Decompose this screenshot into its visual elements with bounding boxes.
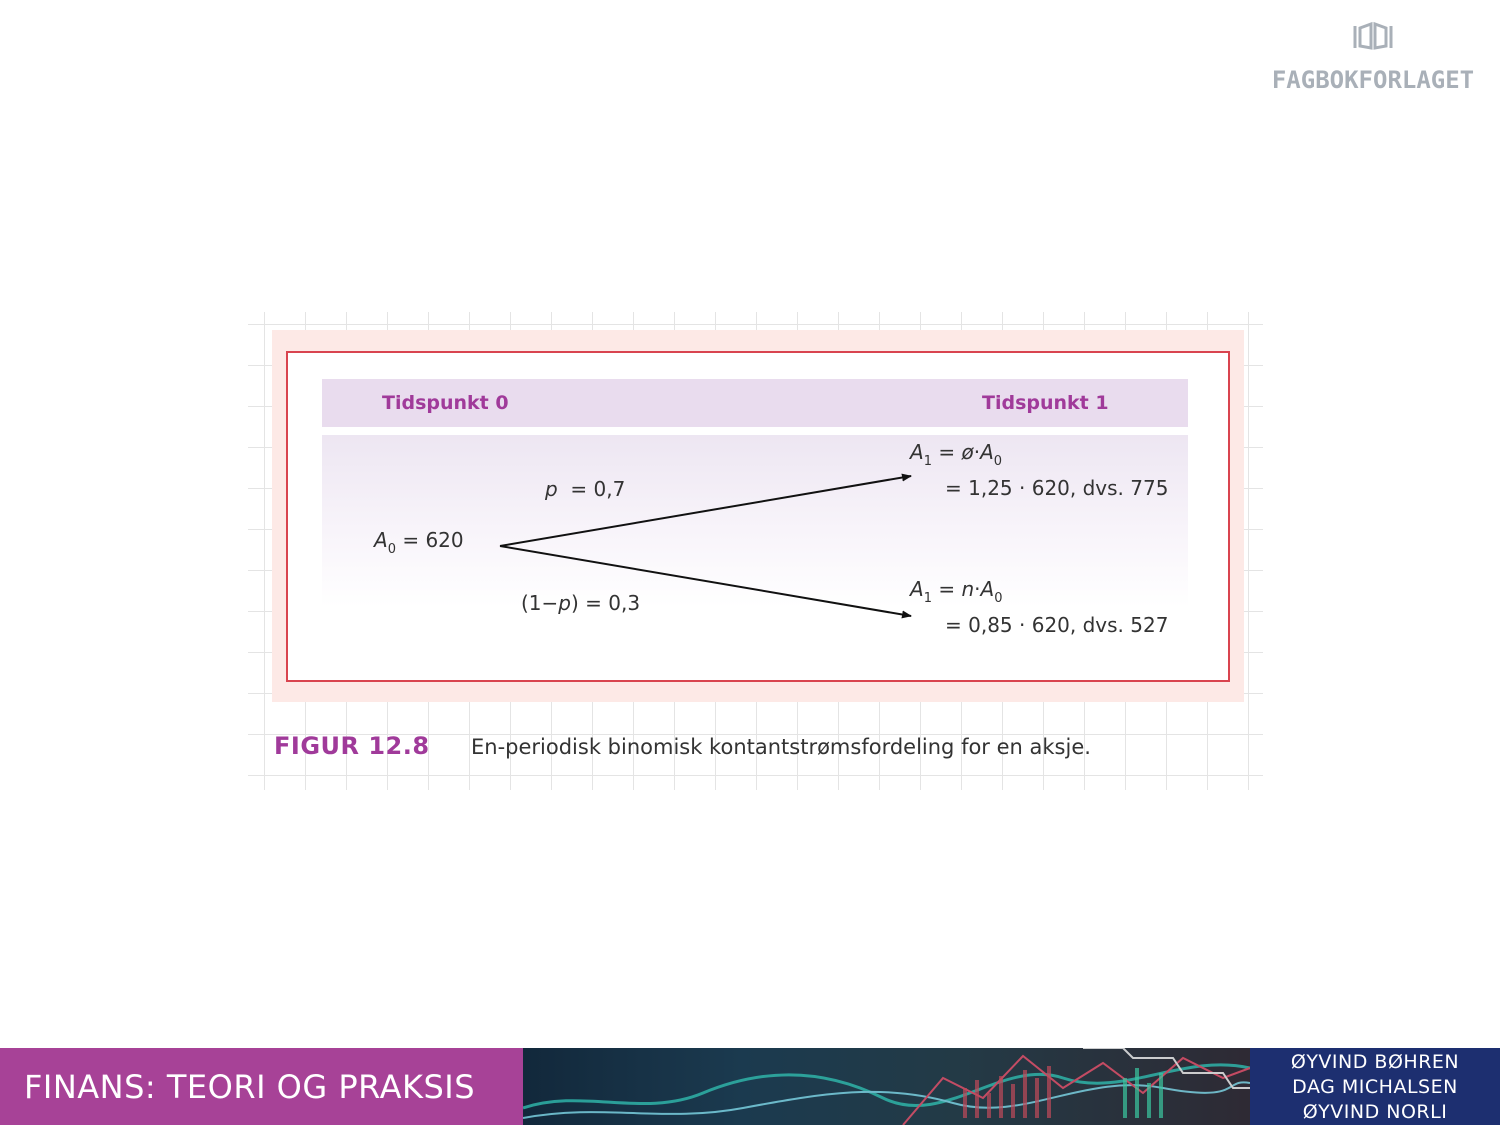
timeline-header: Tidspunkt 0 Tidspunkt 1	[322, 379, 1188, 427]
author-name: ØYVIND BØHREN	[1290, 1051, 1460, 1073]
book-title: FINANS: TEORI OG PRAKSIS	[24, 1068, 475, 1106]
author-name: ØYVIND NORLI	[1302, 1101, 1448, 1123]
publisher-name: FAGBOKFORLAGET	[1271, 66, 1475, 94]
figure-panel: Tidspunkt 0 Tidspunkt 1 A0 = 620	[272, 330, 1244, 702]
down-outcome-value: = 0,85 · 620, dvs. 527	[945, 613, 1168, 637]
down-branch-arrow	[499, 545, 912, 619]
tree-background	[322, 435, 1188, 607]
footer-banner: FINANS: TEORI OG PRAKSIS ØYVIND BØHREN	[0, 1048, 1500, 1125]
author-list: ØYVIND BØHREN DAG MICHALSEN ØYVIND NORLI	[1250, 1048, 1500, 1125]
figure-number: FIGUR 12.8	[274, 732, 430, 760]
root-value: A0 = 620	[372, 528, 464, 557]
author-name: DAG MICHALSEN	[1292, 1076, 1458, 1098]
time-1-label: Tidspunkt 1	[982, 392, 1109, 414]
book-title-block: FINANS: TEORI OG PRAKSIS	[0, 1048, 523, 1125]
up-branch-arrow	[499, 473, 912, 547]
up-outcome-formula: A1 = ø·A0	[908, 440, 1002, 469]
up-outcome-value: = 1,25 · 620, dvs. 775	[945, 476, 1168, 500]
open-book-icon	[1353, 21, 1393, 50]
up-probability: p = 0,7	[544, 477, 625, 501]
figure-12-8: Tidspunkt 0 Tidspunkt 1 A0 = 620	[248, 312, 1263, 790]
publisher-logo: FAGBOKFORLAGET	[1262, 20, 1484, 100]
figure-caption: En-periodisk binomisk kontantstrømsforde…	[471, 735, 1091, 759]
binomial-tree: A0 = 620 p = 0,7 (1−p) = 0,3 A1 = ø·A0 =	[372, 440, 1168, 637]
market-chart-image	[523, 1048, 1250, 1125]
stock-chart-graphic	[523, 1048, 1250, 1125]
down-probability: (1−p) = 0,3	[521, 591, 640, 615]
time-0-label: Tidspunkt 0	[382, 392, 509, 414]
down-outcome-formula: A1 = n·A0	[908, 577, 1002, 606]
figure-frame: Tidspunkt 0 Tidspunkt 1 A0 = 620	[286, 351, 1230, 682]
